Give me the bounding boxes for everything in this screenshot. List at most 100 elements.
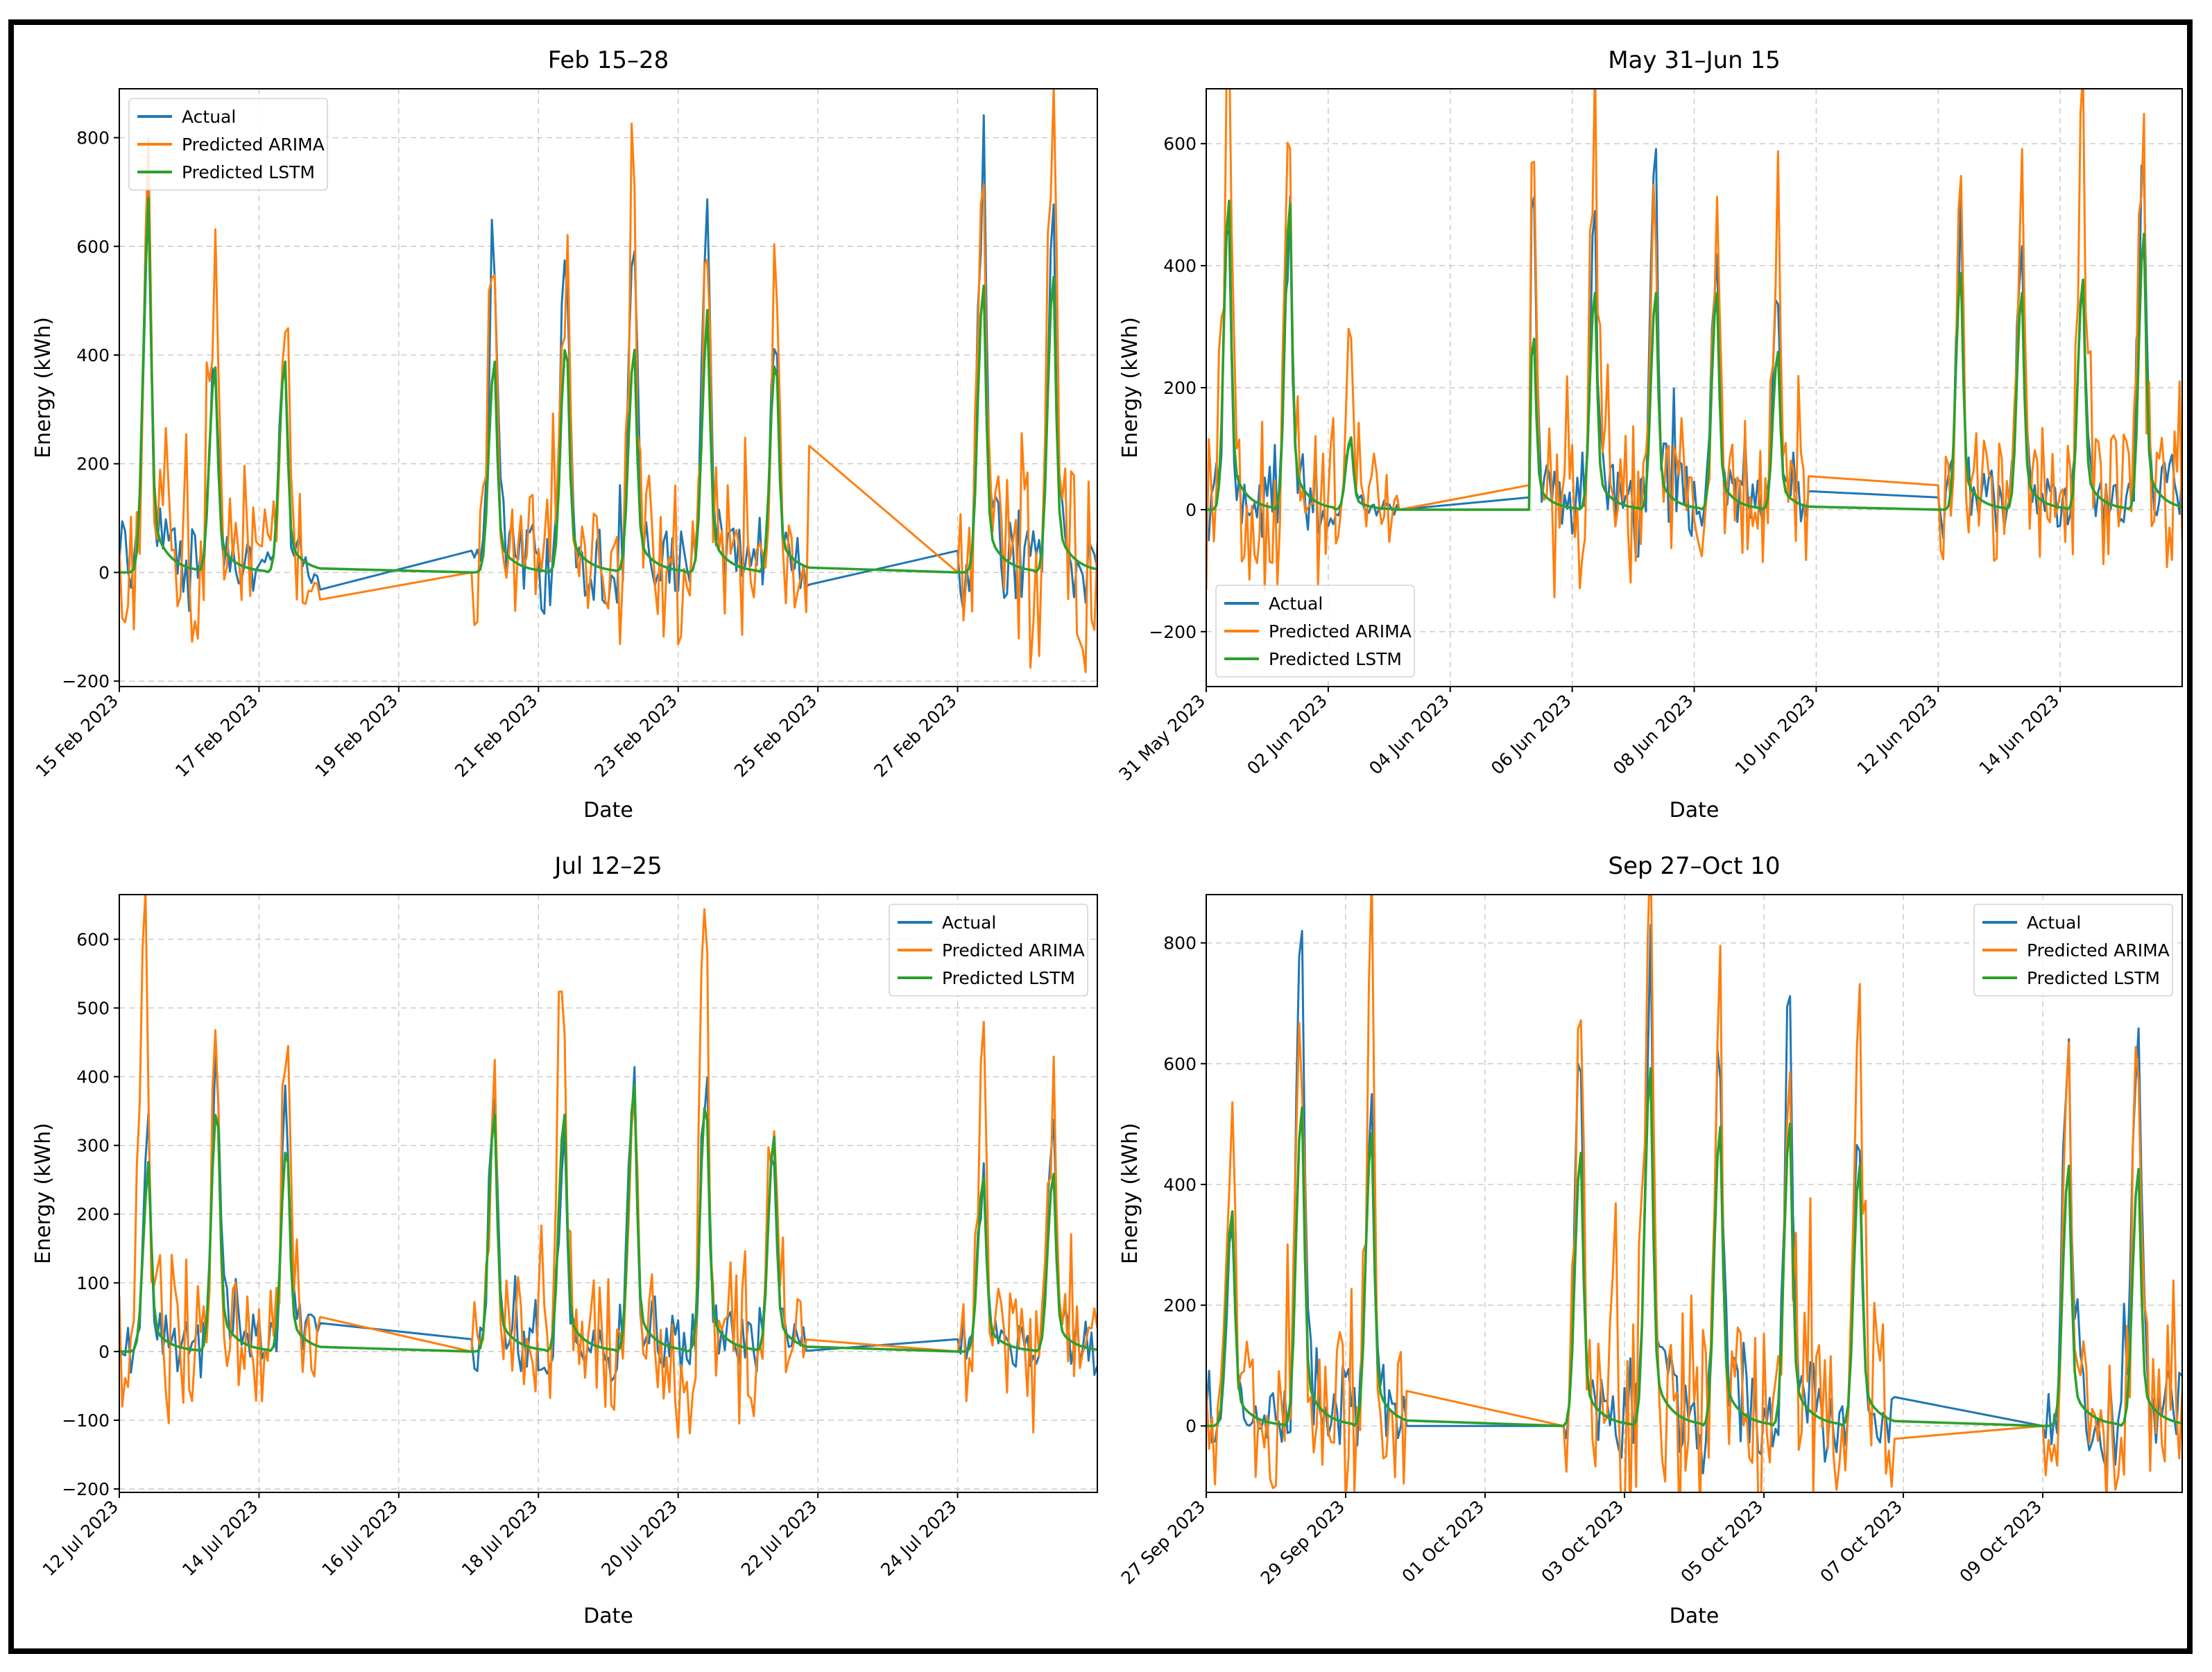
chart-title: Jul 12–25 (553, 852, 662, 880)
legend-label-arima: Predicted ARIMA (2027, 940, 2170, 960)
x-tick-label: 12 Jun 2023 (1853, 691, 1941, 779)
y-tick-label: 600 (76, 929, 110, 949)
chart-panel-1: −200 0 200 400 600 800 15 Feb 2023 17 Feb 2023 1… (31, 46, 1098, 822)
chart-panel-2: −200 0 200 400 600 31 May 2023 02 Jun 2023 04 J… (1115, 46, 2183, 822)
legend-label-actual: Actual (942, 913, 996, 933)
series-group (119, 895, 1097, 1439)
plot-area-border (1206, 894, 2183, 1493)
x-tick-label: 27 Feb 2023 (870, 691, 961, 782)
x-tick-label: 16 Jul 2023 (318, 1497, 402, 1580)
x-tick-label: 19 Feb 2023 (311, 691, 402, 782)
x-tick-label: 17 Feb 2023 (171, 691, 262, 782)
y-tick-label: −200 (1149, 622, 1197, 642)
x-tick-label: 03 Oct 2023 (1537, 1497, 1627, 1587)
x-tick-label: 20 Jul 2023 (597, 1497, 681, 1580)
y-tick-label: −200 (62, 671, 110, 691)
x-tick-label: 05 Oct 2023 (1677, 1497, 1767, 1587)
plot-area-border (119, 88, 1098, 687)
series-line-arima (1206, 89, 2182, 598)
series-line-actual (119, 1050, 1097, 1383)
legend-label-actual: Actual (1269, 594, 1323, 614)
y-axis-label: Energy (kWh) (1118, 317, 1142, 458)
y-tick-label: 0 (98, 562, 110, 583)
y-tick-label: 300 (76, 1136, 110, 1156)
legend-label-arima: Predicted ARIMA (1269, 621, 1412, 641)
y-tick-label: 500 (76, 998, 110, 1018)
y-tick-label: 200 (76, 454, 110, 474)
y-tick-label: 200 (76, 1205, 110, 1225)
series-group (1206, 895, 2182, 1492)
series-line-arima (119, 895, 1097, 1439)
legend-label-actual: Actual (182, 107, 236, 127)
series-line-lstm (1206, 200, 2182, 511)
legend-label-lstm: Predicted LSTM (1269, 649, 1402, 669)
y-axis-label: Energy (kWh) (1118, 1123, 1142, 1264)
x-tick-label: 29 Sep 2023 (1257, 1497, 1349, 1589)
legend-label-arima: Predicted ARIMA (182, 135, 325, 155)
x-axis-label: Date (1670, 1604, 1720, 1628)
x-tick-label: 23 Feb 2023 (590, 691, 681, 782)
legend-label-lstm: Predicted LSTM (182, 162, 315, 182)
legend: Actual Predicted ARIMA Predicted LSTM (889, 904, 1088, 997)
x-tick-label: 21 Feb 2023 (451, 691, 542, 782)
y-tick-label: 400 (1163, 1175, 1197, 1195)
legend-box (1973, 904, 2173, 997)
x-tick-label: 07 Oct 2023 (1816, 1497, 1906, 1587)
legend-label-lstm: Predicted LSTM (942, 968, 1075, 988)
x-tick-label: 06 Jun 2023 (1487, 691, 1575, 779)
plot-area-border (119, 894, 1098, 1493)
series-group (119, 89, 1097, 673)
x-tick-label: 15 Feb 2023 (32, 691, 123, 782)
chart-title: Sep 27–Oct 10 (1608, 852, 1780, 880)
legend-label-actual: Actual (2027, 913, 2081, 933)
y-tick-label: 200 (1163, 1295, 1197, 1316)
series-line-lstm (1206, 1067, 2182, 1427)
chart-title: May 31–Jun 15 (1608, 46, 1781, 74)
x-tick-label: 31 May 2023 (1115, 691, 1209, 785)
x-tick-label: 01 Oct 2023 (1398, 1497, 1488, 1587)
y-tick-label: 0 (1185, 1416, 1197, 1436)
x-tick-label: 10 Jun 2023 (1731, 691, 1819, 779)
x-tick-label: 02 Jun 2023 (1243, 691, 1331, 779)
figure-frame (8, 19, 2193, 1654)
y-axis-label: Energy (kWh) (31, 317, 55, 458)
y-tick-label: −200 (62, 1479, 110, 1499)
legend-label-arima: Predicted ARIMA (942, 940, 1085, 960)
x-tick-label: 22 Jul 2023 (737, 1497, 821, 1580)
y-tick-label: 600 (1163, 134, 1197, 154)
chart-panel-3: −200 −100 0 100 200 300 400 500 600 12 Jul 2023 14… (31, 852, 1098, 1628)
x-tick-label: 24 Jul 2023 (877, 1497, 961, 1580)
y-axis-label: Energy (kWh) (31, 1123, 55, 1264)
y-tick-label: 600 (76, 236, 110, 257)
x-tick-label: 14 Jul 2023 (178, 1497, 262, 1580)
series-line-arima (119, 89, 1097, 673)
y-tick-label: 400 (76, 1067, 110, 1087)
x-tick-label: 27 Sep 2023 (1117, 1497, 1210, 1589)
x-axis-label: Date (583, 1604, 633, 1628)
x-tick-label: 09 Oct 2023 (1955, 1497, 2046, 1587)
y-tick-label: 0 (98, 1342, 110, 1362)
legend-box (889, 904, 1088, 997)
legend: Actual Predicted ARIMA Predicted LSTM (128, 98, 328, 191)
series-line-arima (1206, 895, 2182, 1492)
series-group (1206, 89, 2182, 598)
x-tick-label: 12 Jul 2023 (39, 1497, 123, 1580)
series-line-lstm (119, 196, 1097, 574)
x-tick-label: 04 Jun 2023 (1365, 691, 1453, 779)
y-tick-label: 800 (1163, 933, 1197, 954)
x-tick-label: 25 Feb 2023 (730, 691, 821, 782)
y-tick-label: 400 (1163, 256, 1197, 276)
x-axis-label: Date (1670, 798, 1720, 822)
y-tick-label: 100 (76, 1273, 110, 1293)
legend-box (1215, 585, 1415, 678)
legend: Actual Predicted ARIMA Predicted LSTM (1215, 585, 1415, 678)
y-tick-label: 0 (1185, 500, 1197, 520)
x-tick-label: 08 Jun 2023 (1609, 691, 1697, 779)
series-line-lstm (119, 1084, 1097, 1353)
y-tick-label: 600 (1163, 1054, 1197, 1074)
y-tick-label: 400 (76, 345, 110, 365)
chart-title: Feb 15–28 (548, 46, 669, 74)
x-tick-label: 14 Jun 2023 (1975, 691, 2064, 779)
legend-box (128, 98, 328, 191)
